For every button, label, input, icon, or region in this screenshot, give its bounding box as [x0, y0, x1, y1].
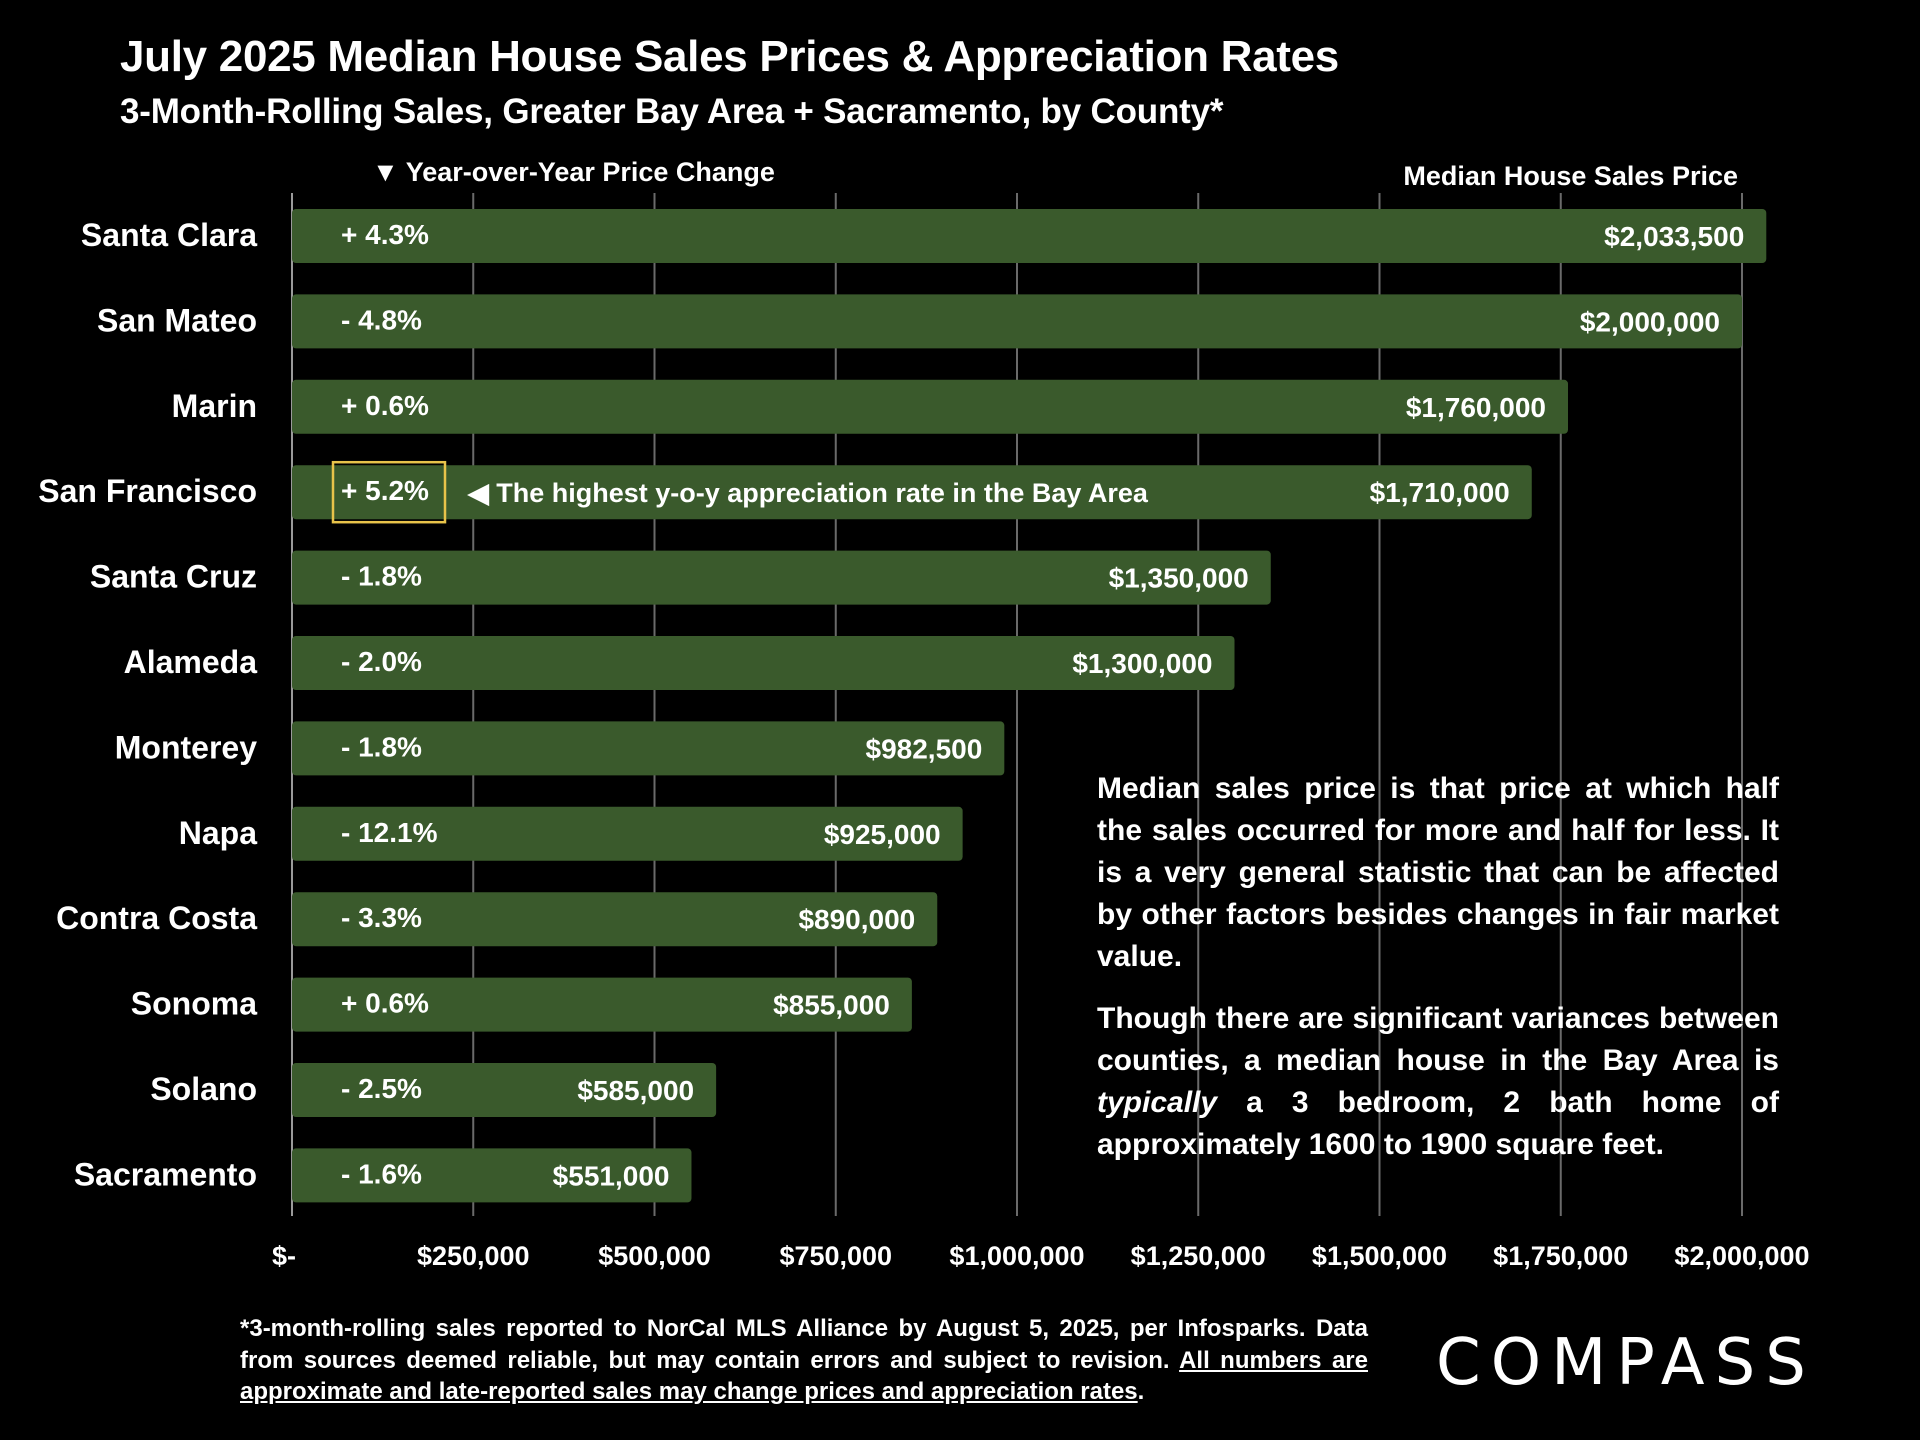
compass-logo: COMPASS [1436, 1326, 1816, 1400]
bar [292, 806, 963, 861]
category-label: Contra Costa [56, 900, 257, 936]
median-explanation-note: Median sales price is that price at whic… [1097, 768, 1779, 1186]
bar [292, 550, 1271, 605]
value-label: $890,000 [798, 904, 915, 935]
bar [292, 209, 1767, 263]
value-label: $1,300,000 [1072, 648, 1212, 679]
category-label: San Mateo [97, 302, 257, 338]
value-label: $2,033,500 [1604, 221, 1744, 252]
footnote-text: *3-month-rolling sales reported to NorCa… [240, 1315, 1368, 1374]
yoy-change-label: - 3.3% [341, 902, 422, 933]
yoy-change-label: - 2.5% [341, 1073, 422, 1104]
value-header: Median House Sales Price [1403, 161, 1738, 191]
value-label: $551,000 [553, 1160, 670, 1191]
note-paragraph-2: Though there are significant variances b… [1097, 998, 1779, 1166]
highlight-box [331, 460, 447, 524]
bar [292, 379, 1568, 434]
x-tick-label: $250,000 [417, 1241, 530, 1271]
bar [292, 1148, 692, 1203]
bar [292, 465, 1532, 520]
value-label: $2,000,000 [1580, 306, 1720, 337]
yoy-change-label: - 2.0% [341, 646, 422, 677]
x-tick-label: $1,000,000 [949, 1241, 1084, 1271]
value-label: $585,000 [577, 1075, 694, 1106]
yoy-change-label: - 1.8% [341, 731, 422, 762]
yoy-header: ▼ Year-over-Year Price Change [372, 157, 775, 187]
bar [292, 636, 1235, 690]
x-tick-label: $- [272, 1241, 296, 1271]
footnote-end: . [1137, 1378, 1145, 1405]
category-label: Sonoma [131, 986, 257, 1022]
source-footnote: *3-month-rolling sales reported to NorCa… [240, 1313, 1368, 1408]
x-tick-label: $500,000 [598, 1241, 711, 1271]
chart-subtitle: 3-Month-Rolling Sales, Greater Bay Area … [120, 92, 1224, 131]
bar-chart: $- $250,000 $500,000 $750,000 $1,000,000 $1,2… [38, 193, 1810, 1271]
yoy-change-label: + 4.3% [341, 219, 429, 250]
value-label: $855,000 [773, 990, 890, 1021]
x-tick-label: $1,750,000 [1493, 1241, 1628, 1271]
category-label: Monterey [115, 729, 257, 765]
category-label: San Francisco [38, 473, 257, 509]
note-paragraph-1: Median sales price is that price at whic… [1097, 772, 1779, 973]
yoy-change-label: - 4.8% [341, 304, 422, 335]
note-p2-start: Though there are significant variances b… [1097, 1002, 1779, 1077]
value-label: $1,760,000 [1406, 392, 1546, 423]
chart-title: July 2025 Median House Sales Prices & Ap… [120, 32, 1339, 81]
category-label: Santa Cruz [90, 559, 257, 595]
category-label: Solano [150, 1071, 257, 1107]
category-label: Alameda [124, 644, 258, 680]
value-label: $982,500 [866, 733, 983, 764]
yoy-change-label: - 12.1% [341, 817, 438, 848]
bar [292, 294, 1742, 349]
x-tick-label: $1,500,000 [1312, 1241, 1447, 1271]
x-tick-label: $750,000 [779, 1241, 892, 1271]
yoy-change-label: + 0.6% [341, 390, 429, 421]
highlight-annotation: ◀ The highest y-o-y appreciation rate in… [467, 478, 1149, 508]
value-label: $1,350,000 [1109, 563, 1249, 594]
note-p2-end: a 3 bedroom, 2 bath home of approximatel… [1097, 1086, 1779, 1161]
x-tick-label: $1,250,000 [1131, 1241, 1266, 1271]
yoy-change-label: + 0.6% [341, 988, 429, 1019]
category-label: Santa Clara [81, 217, 257, 253]
category-label: Marin [172, 388, 257, 424]
note-p2-emphasis: typically [1097, 1086, 1218, 1119]
bar [292, 977, 912, 1032]
value-label: $925,000 [824, 819, 941, 850]
bar [292, 721, 1005, 776]
yoy-change-label: - 1.8% [341, 561, 422, 592]
footnote-underlined: All numbers are approximate and late-rep… [240, 1346, 1368, 1406]
yoy-change-label: - 1.6% [341, 1158, 422, 1189]
category-label: Napa [179, 815, 257, 851]
bar [292, 892, 938, 947]
yoy-change-label: + 5.2% [341, 475, 429, 506]
value-label: $1,710,000 [1370, 477, 1510, 508]
x-tick-label: $2,000,000 [1674, 1241, 1809, 1271]
bar [292, 1063, 717, 1117]
category-label: Sacramento [74, 1156, 257, 1192]
